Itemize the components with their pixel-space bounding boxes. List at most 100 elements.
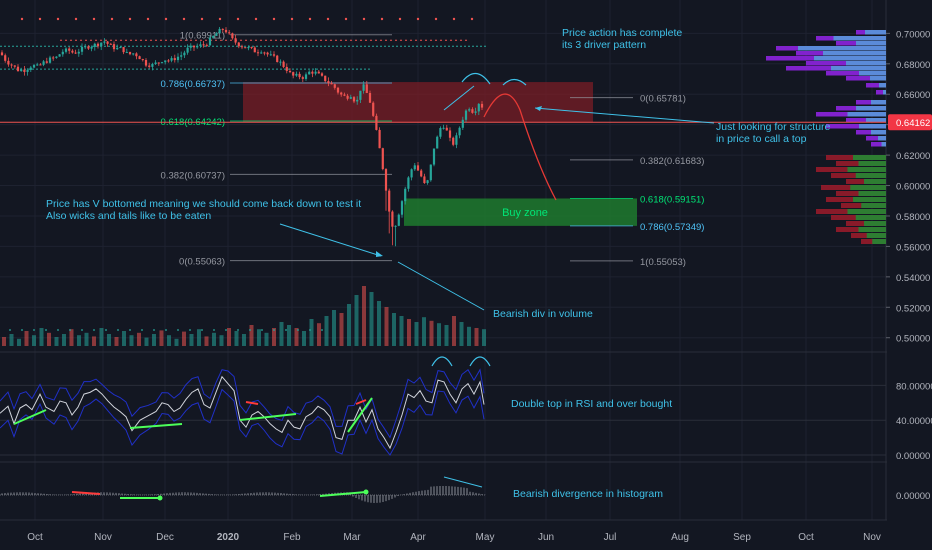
x-tick-label: Oct: [798, 532, 814, 543]
candle-body: [23, 69, 26, 72]
annotation-leader: [534, 107, 715, 124]
volume-bar: [317, 323, 321, 346]
candle-body: [247, 47, 250, 49]
vp-bar: [872, 239, 886, 244]
volume-bar: [2, 337, 6, 346]
candle-body: [157, 62, 160, 64]
signal-dot: [45, 329, 47, 331]
volume-bar: [459, 322, 464, 346]
candle-body: [410, 169, 413, 178]
candle-body: [13, 65, 16, 67]
signal-dot: [362, 17, 366, 21]
signal-dot: [165, 329, 167, 331]
vp-bar: [865, 30, 886, 35]
vp-bar: [846, 61, 886, 66]
rsi-tick-label: 80.00000: [896, 381, 932, 392]
candle-body: [170, 58, 173, 61]
fib-label: 0.786(0.57349): [640, 222, 704, 233]
candle-body: [356, 99, 359, 102]
candle-body: [464, 110, 468, 120]
candle-body: [61, 51, 64, 55]
candle-body: [173, 58, 176, 61]
signal-dot: [57, 329, 59, 331]
volume-bar: [54, 337, 59, 346]
volume-bar: [384, 307, 389, 346]
volume-bar: [437, 323, 441, 346]
candle-body: [218, 28, 221, 34]
candle-body: [16, 66, 20, 72]
candle-body: [119, 47, 122, 49]
volume-bar: [17, 338, 21, 346]
candle-body: [93, 43, 96, 47]
x-tick-label: Feb: [283, 532, 301, 543]
vp-bar: [855, 173, 886, 178]
signal-dot: [201, 329, 203, 331]
vp-bar: [847, 167, 886, 172]
volume-bar: [144, 337, 149, 346]
candle-body: [458, 127, 461, 136]
x-tick-label: Nov: [863, 532, 881, 543]
volume-bar: [107, 334, 111, 346]
candle-body: [413, 165, 416, 170]
volume-bar: [24, 331, 29, 346]
volume-bar: [212, 332, 216, 346]
vp-bar: [878, 136, 886, 141]
x-tick-label: Apr: [410, 532, 426, 543]
candle-body: [164, 60, 167, 63]
vp-bar: [859, 71, 886, 76]
signal-dot: [153, 329, 155, 331]
candle-body: [196, 46, 199, 48]
signal-dot: [110, 17, 114, 21]
volume-bar: [137, 332, 141, 346]
signal-dot: [21, 329, 23, 331]
volume-bar: [347, 304, 351, 346]
vp-bar: [870, 76, 886, 81]
volume-bar: [287, 325, 291, 346]
candle-body: [480, 103, 484, 108]
volume-bar: [227, 328, 231, 346]
signal-dot: [33, 329, 35, 331]
candle-body: [202, 44, 205, 46]
y-tick-label: 0.50000: [896, 334, 930, 345]
candle-body: [208, 37, 212, 46]
volume-bar: [197, 329, 201, 346]
vp-bar: [846, 76, 886, 81]
rsi-divergence-bull: [347, 397, 373, 433]
candle-body: [80, 46, 84, 52]
candle-body: [234, 38, 237, 43]
vp-bar: [864, 179, 886, 184]
candle-body: [260, 52, 263, 54]
vp-bar: [856, 41, 886, 46]
annotation-text: Just looking for structure in price to ca…: [716, 121, 831, 145]
candle-body: [346, 95, 349, 99]
rsi-tick-label: 40.00000: [896, 416, 932, 427]
candle-body: [26, 69, 29, 72]
candle-body: [125, 51, 128, 53]
candle-body: [314, 71, 317, 74]
candle-body: [471, 109, 474, 113]
candle-body: [276, 55, 279, 63]
volume-bar: [129, 335, 134, 346]
x-tick-label: Sep: [733, 532, 751, 543]
volume-bar: [474, 328, 479, 346]
signal-dot: [290, 17, 294, 21]
signal-dot: [434, 17, 438, 21]
candle-body: [74, 52, 77, 54]
signal-dot: [272, 17, 276, 21]
candle-body: [0, 52, 4, 56]
candle-body: [436, 136, 439, 149]
y-axis-bg: [887, 0, 932, 550]
candle-body: [381, 148, 384, 170]
annotation-text: Double top in RSI and over bought: [511, 398, 672, 410]
x-tick-label: Nov: [94, 532, 112, 543]
y-tick-label: 0.62000: [896, 151, 930, 162]
candle-body: [407, 177, 410, 189]
volume-bar: [377, 301, 381, 346]
vp-bar: [853, 155, 886, 160]
candle-body: [68, 48, 71, 51]
vp-bar: [855, 215, 886, 220]
volume-bar: [219, 335, 224, 346]
candle-body: [372, 102, 375, 116]
candle-body: [221, 28, 224, 30]
